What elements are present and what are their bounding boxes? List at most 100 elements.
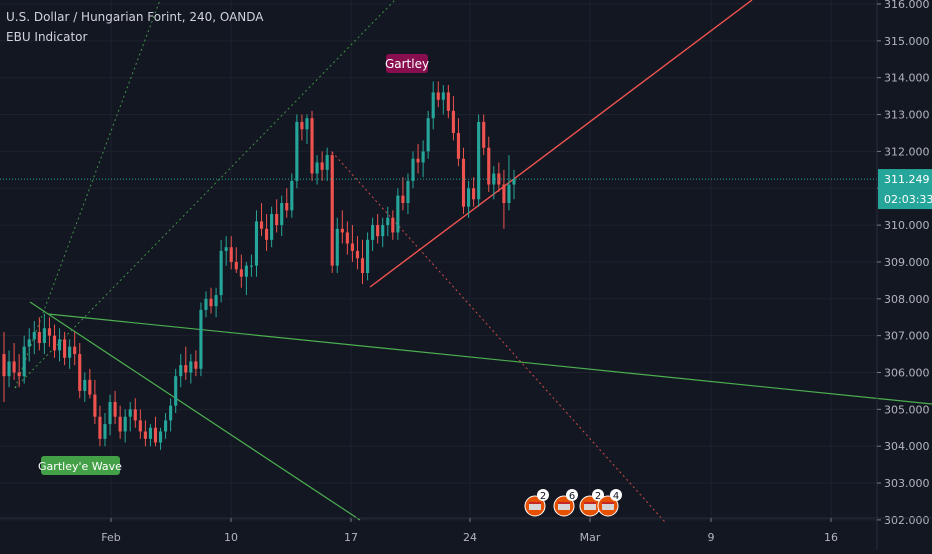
candle-body [305,118,309,130]
event-count: 2 [540,491,546,502]
candle-body [466,188,471,207]
price-tick-label: 312.000 [884,145,930,158]
candle-body [32,331,36,340]
candle-body [98,416,102,439]
candle-body [330,155,334,266]
candle-body [421,151,425,163]
candle-body [179,365,183,377]
candle-body [27,339,31,347]
price-tick-label: 308.000 [884,293,930,306]
event-flag-icon[interactable]: 2 [524,489,549,517]
candle-body [37,331,41,344]
candle-body [472,188,476,200]
time-tick-label: 10 [224,531,238,544]
candle-body [461,158,466,207]
candle-body [386,217,390,226]
candle-body [204,298,208,310]
candle-body [451,110,455,133]
candle-body [199,309,203,369]
candle-body [184,365,188,373]
candle-body [194,361,198,369]
time-tick-label: Feb [101,531,120,544]
candle-body [507,184,511,203]
candle-body [270,214,274,240]
event-count: 2 [595,491,601,502]
event-count-badge [537,489,549,501]
gartley-wave-label[interactable]: Gartley'e Wave [38,456,122,475]
event-flag-icon[interactable]: 6 [553,489,578,517]
time-tick-label: Mar [580,531,601,544]
event-count-badge [592,489,604,501]
candle-body [12,361,16,373]
candle-body [300,121,304,130]
gartley-label[interactable]: Gartley [385,54,429,73]
indicator-label[interactable]: EBU Indicator [6,30,88,44]
candle-body [57,339,62,351]
flag-stripe [558,502,570,504]
candle-body [113,401,117,417]
candle-body [224,247,228,251]
gartley-label-text: Gartley [385,57,429,71]
candle-body [401,195,405,203]
candle-body [285,202,289,211]
price-tick-label: 313.000 [884,109,930,122]
candle-body [411,158,415,181]
candle-body [118,416,122,432]
flag-icon [602,502,614,510]
candle-body [239,269,243,277]
candle-body [275,214,279,226]
dotted-trendline[interactable] [331,151,666,523]
candle-body [103,424,107,439]
candle-body [88,379,92,395]
drawings[interactable] [14,0,932,523]
candle-body [340,228,344,233]
candle-body [148,427,153,439]
event-count-badge [610,489,622,501]
flag-stripe [602,502,614,504]
price-tick-label: 307.000 [884,330,930,343]
price-tick-label: 303.000 [884,477,930,490]
fib-fan-line[interactable] [14,0,396,389]
candle-body [310,118,314,174]
candle-body [325,155,329,170]
fib-fan-line[interactable] [14,0,161,389]
event-flag-icon[interactable]: 4 [597,489,622,517]
event-count: 6 [569,491,575,502]
symbol-title[interactable]: U.S. Dollar / Hungarian Forint, 240, OAN… [6,10,264,24]
candle-body [391,217,395,233]
candle-body [456,132,461,159]
time-tick-label: 24 [463,531,477,544]
candle-body [219,250,223,296]
candle-body [436,92,440,100]
green-trendline[interactable] [47,313,932,405]
candles [2,81,516,450]
candle-body [93,394,97,417]
candle-body [78,354,82,391]
candle-body [396,195,400,233]
candle-body [381,225,385,237]
candle-body [42,328,46,344]
candle-body [280,202,284,226]
wave-label-bg [41,456,120,475]
red-trendline[interactable] [369,0,753,288]
candle-body [2,354,6,377]
candle-body [214,295,218,307]
green-trendline[interactable] [29,301,361,521]
candle-body [244,265,248,277]
candle-body [52,335,57,351]
event-flag-icon[interactable]: 2 [579,489,604,517]
candle-body [83,379,87,391]
candle-body [426,118,430,152]
candle-body [63,339,67,358]
candle-body [229,247,233,262]
candle-body [431,92,435,119]
candle-body [47,328,52,336]
current-price-tag[interactable]: 311.249 02:03:33 [878,169,932,210]
candle-body [158,431,163,443]
candle-body [7,361,11,377]
candle-body [234,261,238,270]
candle-body [365,239,370,274]
